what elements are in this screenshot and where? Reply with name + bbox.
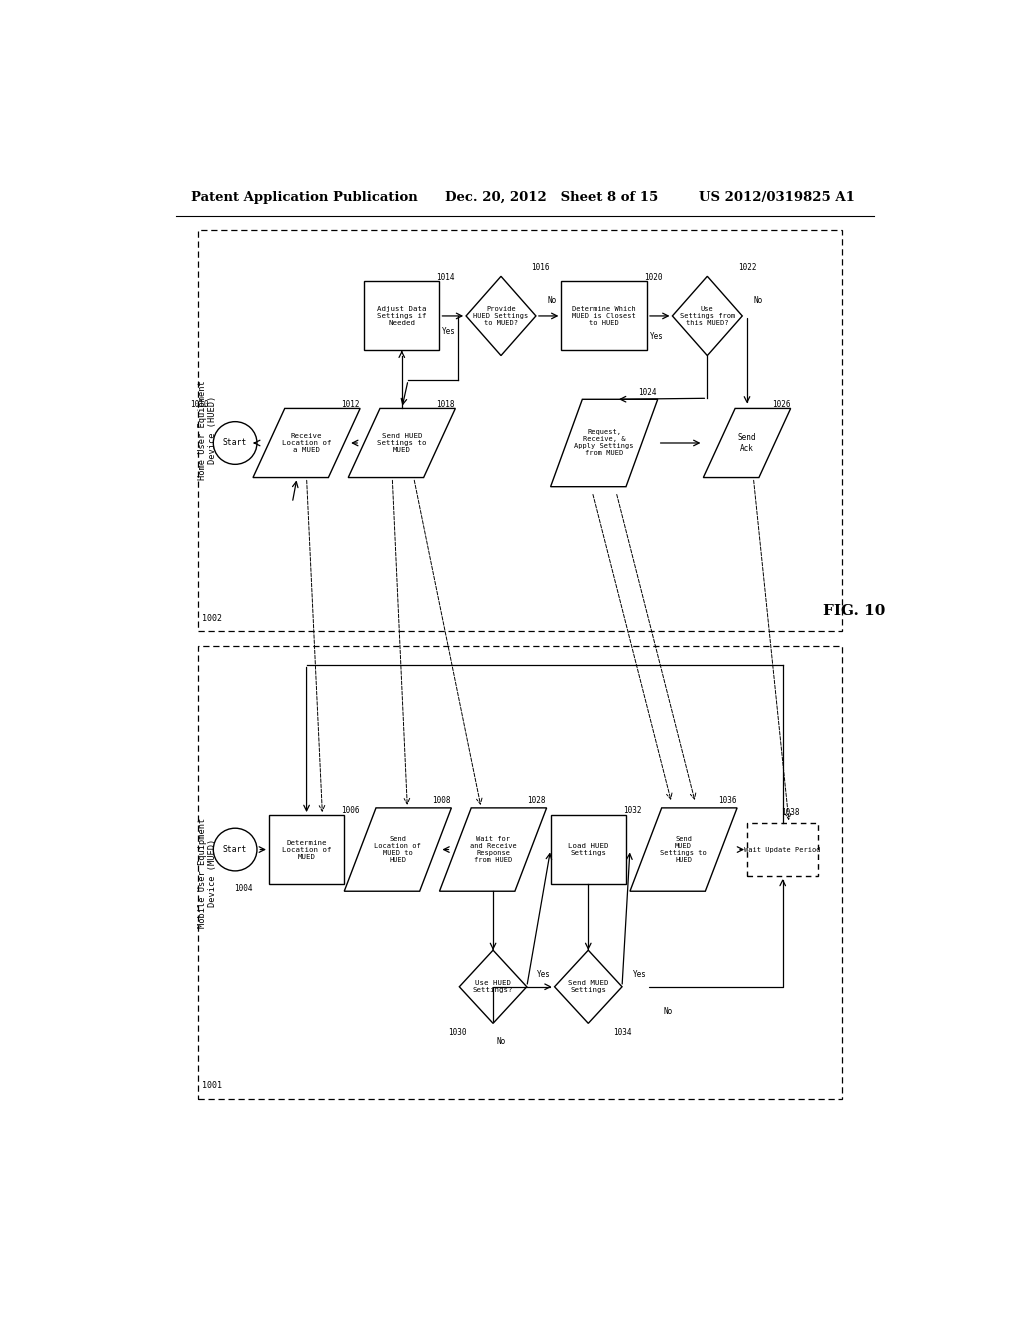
Text: 1014: 1014: [436, 273, 455, 281]
Text: Mobile User Equipment
Device (MUED): Mobile User Equipment Device (MUED): [198, 817, 217, 928]
Text: Yes: Yes: [633, 970, 646, 979]
Text: No: No: [754, 296, 763, 305]
Text: 1002: 1002: [202, 614, 222, 623]
Text: 1022: 1022: [737, 263, 757, 272]
Text: Provide
HUED Settings
to MUED?: Provide HUED Settings to MUED?: [473, 306, 528, 326]
Text: 1012: 1012: [341, 400, 359, 409]
FancyBboxPatch shape: [269, 814, 344, 884]
Polygon shape: [555, 950, 622, 1023]
Text: Dec. 20, 2012   Sheet 8 of 15: Dec. 20, 2012 Sheet 8 of 15: [445, 190, 658, 203]
Text: 1004: 1004: [233, 883, 252, 892]
Polygon shape: [551, 399, 657, 487]
Text: Start: Start: [223, 438, 248, 447]
Text: Use HUED
Settings?: Use HUED Settings?: [473, 981, 513, 993]
Text: 1001: 1001: [202, 1081, 222, 1090]
Text: 1006: 1006: [341, 807, 359, 816]
Text: Send
Ack: Send Ack: [737, 433, 757, 453]
FancyBboxPatch shape: [365, 281, 439, 351]
Text: Send MUED
Settings: Send MUED Settings: [568, 981, 608, 993]
Polygon shape: [466, 276, 536, 355]
Text: Yes: Yes: [649, 331, 664, 341]
Text: No: No: [547, 296, 556, 305]
Text: Home User Equipment
Device (HUED): Home User Equipment Device (HUED): [198, 380, 217, 480]
Text: No: No: [497, 1038, 506, 1047]
Text: FIG. 10: FIG. 10: [823, 603, 886, 618]
Text: Adjust Data
Settings if
Needed: Adjust Data Settings if Needed: [377, 306, 427, 326]
Text: Receive
Location of
a MUED: Receive Location of a MUED: [282, 433, 332, 453]
Text: Load HUED
Settings: Load HUED Settings: [568, 843, 608, 857]
Text: 1026: 1026: [772, 400, 791, 409]
Text: Use
Settings from
this MUED?: Use Settings from this MUED?: [680, 306, 735, 326]
Text: 1028: 1028: [527, 796, 546, 805]
Text: Wait Update Period: Wait Update Period: [744, 846, 821, 853]
Text: 1018: 1018: [436, 400, 455, 409]
Polygon shape: [460, 950, 526, 1023]
FancyBboxPatch shape: [551, 814, 626, 884]
Text: 1010: 1010: [190, 400, 209, 409]
Text: 1038: 1038: [781, 808, 800, 817]
Polygon shape: [673, 276, 742, 355]
Text: Yes: Yes: [538, 970, 551, 979]
Text: Wait for
and Receive
Response
from HUED: Wait for and Receive Response from HUED: [470, 836, 516, 863]
FancyBboxPatch shape: [746, 824, 818, 876]
Ellipse shape: [213, 828, 257, 871]
Text: 1020: 1020: [644, 273, 663, 281]
Text: Start: Start: [223, 845, 248, 854]
Polygon shape: [348, 408, 456, 478]
Text: Send HUED
Settings to
MUED: Send HUED Settings to MUED: [377, 433, 427, 453]
Text: Determine Which
MUED is Closest
to HUED: Determine Which MUED is Closest to HUED: [572, 306, 636, 326]
Text: 1016: 1016: [531, 263, 550, 272]
Text: 1030: 1030: [449, 1028, 467, 1038]
Text: Request,
Receive, &
Apply Settings
from MUED: Request, Receive, & Apply Settings from …: [574, 429, 634, 457]
Text: Send
MUED
Settings to
HUED: Send MUED Settings to HUED: [660, 836, 707, 863]
Text: 1024: 1024: [639, 388, 657, 397]
Polygon shape: [253, 408, 360, 478]
Text: 1034: 1034: [613, 1028, 632, 1038]
Text: 1008: 1008: [432, 796, 451, 805]
Polygon shape: [630, 808, 737, 891]
Ellipse shape: [213, 421, 257, 465]
Text: Determine
Location of
MUED: Determine Location of MUED: [282, 840, 332, 859]
Text: Patent Application Publication: Patent Application Publication: [191, 190, 418, 203]
Text: Yes: Yes: [441, 326, 456, 335]
Polygon shape: [439, 808, 547, 891]
Text: US 2012/0319825 A1: US 2012/0319825 A1: [699, 190, 855, 203]
Polygon shape: [703, 408, 791, 478]
Polygon shape: [344, 808, 452, 891]
Text: No: No: [664, 1007, 673, 1015]
Text: Send
Location of
MUED to
HUED: Send Location of MUED to HUED: [375, 836, 421, 863]
Text: 1032: 1032: [623, 807, 641, 816]
FancyBboxPatch shape: [561, 281, 647, 351]
Text: 1036: 1036: [718, 796, 736, 805]
